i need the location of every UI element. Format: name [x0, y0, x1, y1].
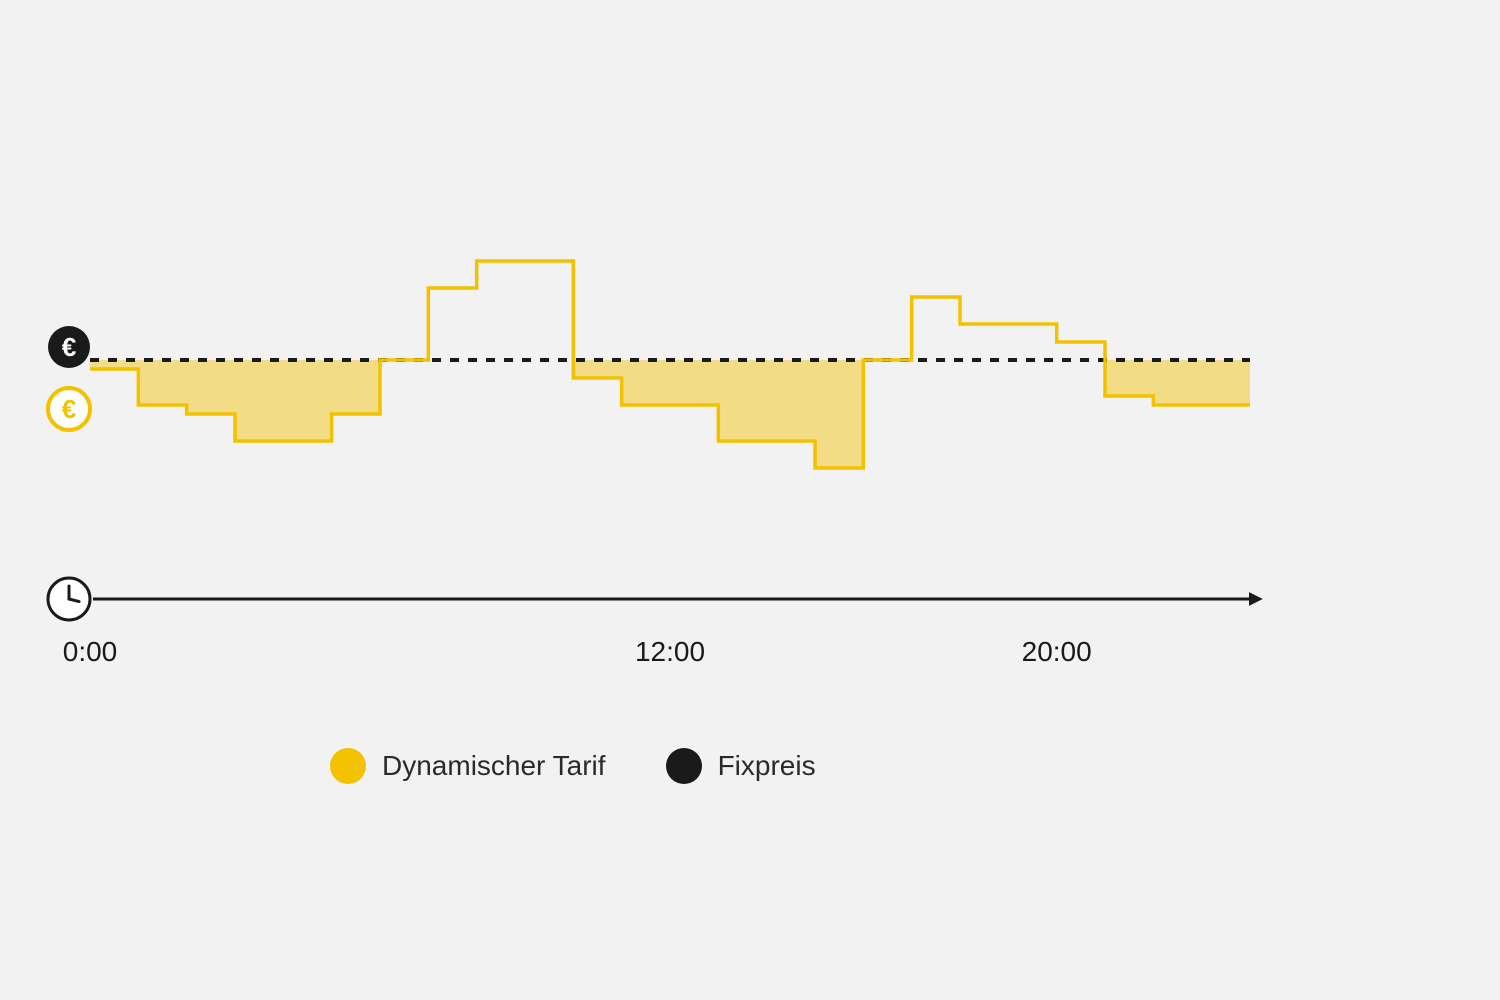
- euro-badge-fixprice: €: [48, 326, 90, 368]
- legend-label: Dynamischer Tarif: [382, 750, 606, 782]
- euro-icon: €: [62, 332, 77, 362]
- legend-item: Dynamischer Tarif: [330, 748, 606, 784]
- legend-label: Fixpreis: [718, 750, 816, 782]
- time-axis-tick-label: 0:00: [63, 636, 118, 668]
- price-chart-figure: €€ 0:0012:0020:00 Dynamischer TarifFixpr…: [0, 0, 1500, 1000]
- chart-svg: €€: [0, 0, 1500, 1000]
- legend-swatch: [330, 748, 366, 784]
- legend-swatch: [666, 748, 702, 784]
- legend-item: Fixpreis: [666, 748, 816, 784]
- clock-icon: [48, 578, 90, 620]
- below-baseline-fill: [1105, 360, 1250, 405]
- legend: Dynamischer Tarif Fixpreis: [330, 748, 816, 784]
- euro-icon: €: [62, 394, 77, 424]
- time-axis-tick-label: 12:00: [635, 636, 705, 668]
- time-axis-tick-label: 20:00: [1022, 636, 1092, 668]
- euro-badge-dynamic: €: [48, 388, 90, 430]
